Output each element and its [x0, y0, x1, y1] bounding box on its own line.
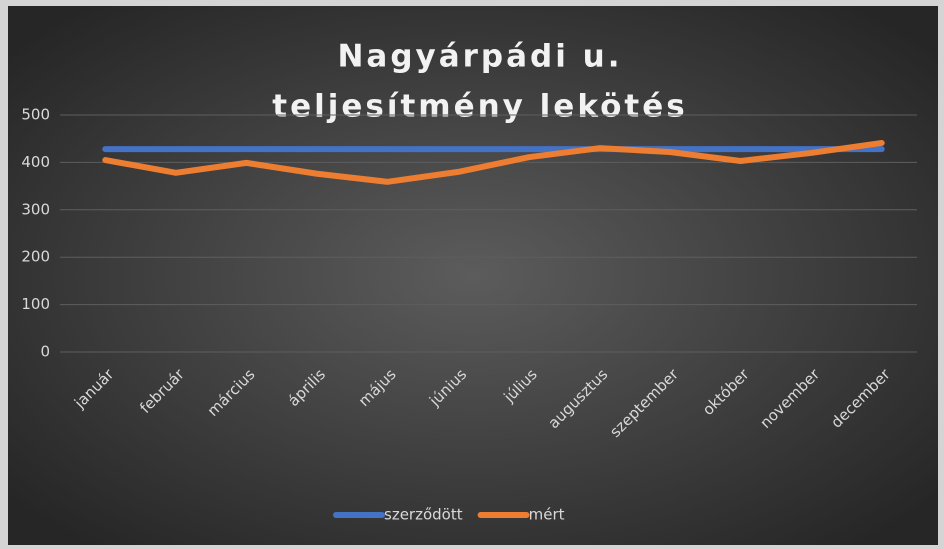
y-tick-label: 200 [21, 248, 50, 266]
y-tick-label: 400 [21, 153, 50, 171]
chart-background [8, 6, 938, 545]
y-tick-label: 500 [21, 106, 50, 124]
legend-label: szerződött [384, 506, 463, 524]
chart-title: Nagyárpádi u. [337, 39, 622, 75]
data-line [102, 139, 885, 185]
chart-title: teljesítmény lekötés [272, 89, 687, 125]
y-tick-label: 300 [21, 200, 50, 218]
y-tick-label: 100 [21, 295, 50, 313]
legend-label: mért [529, 506, 565, 524]
y-tick-label: 0 [40, 343, 50, 361]
